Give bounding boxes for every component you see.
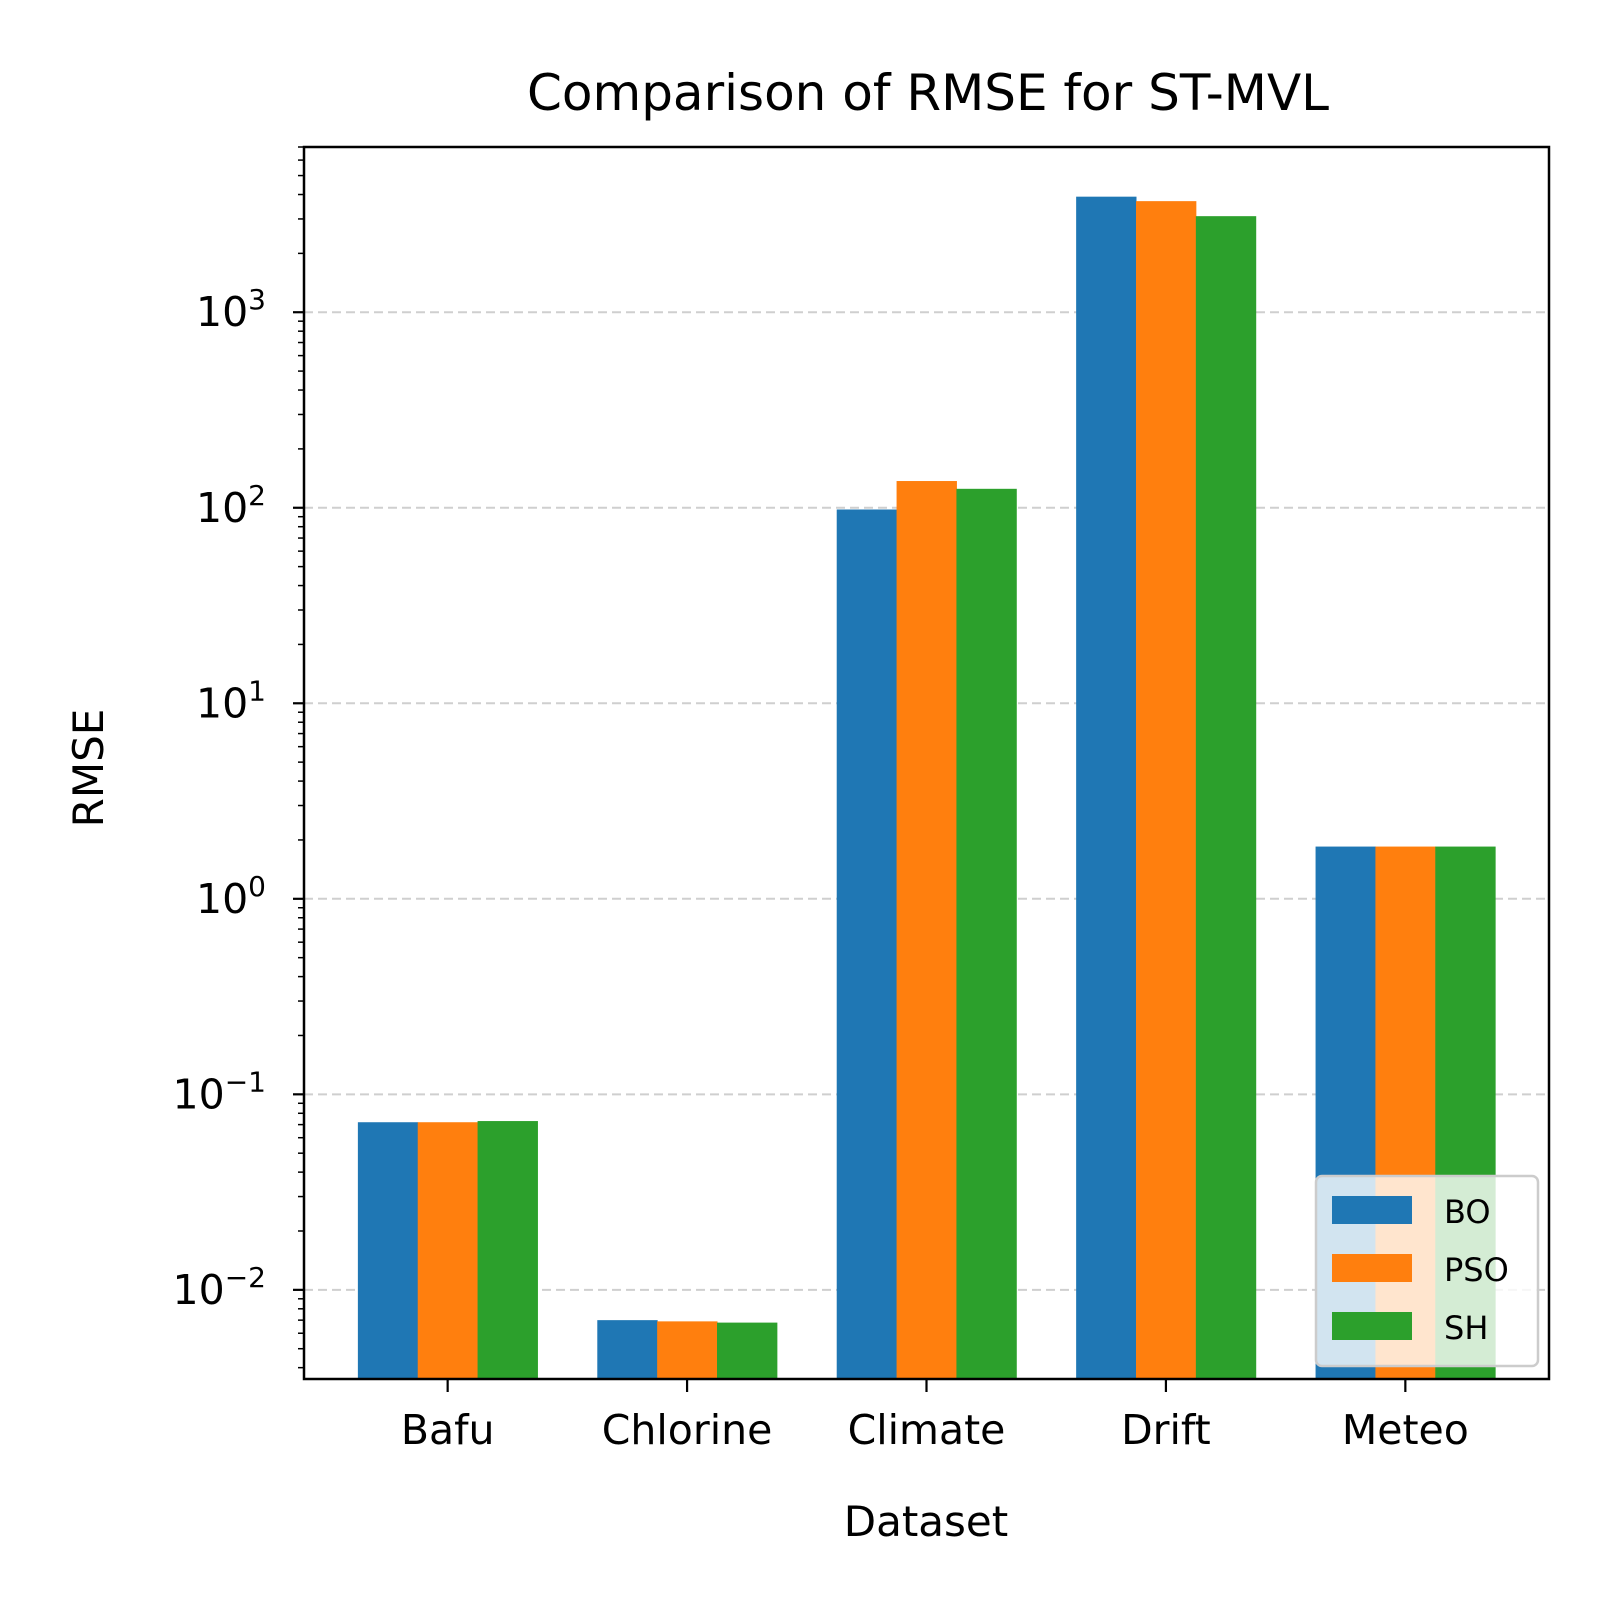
bar-bo-bafu [357, 1122, 419, 1379]
x-tick-label: Bafu [401, 1406, 495, 1454]
y-tick-label: 10−2 [173, 1261, 266, 1314]
y-tick-label: 10−1 [173, 1065, 266, 1118]
y-tick-label: 101 [196, 674, 266, 727]
x-tick-label: Meteo [1342, 1406, 1469, 1454]
y-axis-title: RMSE [64, 709, 113, 828]
legend-label-sh: SH [1444, 1309, 1488, 1347]
bar-pso-drift [1135, 201, 1197, 1379]
bar-pso-bafu [417, 1122, 479, 1379]
bar-sh-drift [1195, 216, 1257, 1379]
x-tick-label: Drift [1121, 1406, 1211, 1454]
x-axis: Bafu Chlorine Climate Drift Meteo [401, 1379, 1469, 1454]
legend-swatch-pso [1332, 1254, 1412, 1282]
y-tick-label: 103 [196, 283, 266, 336]
legend-swatch-sh [1332, 1312, 1412, 1340]
x-tick-label: Chlorine [602, 1406, 773, 1454]
bar-sh-climate [956, 488, 1017, 1379]
legend-swatch-bo [1332, 1196, 1412, 1224]
bar-bo-chlorine [597, 1320, 658, 1379]
bar-bo-climate [836, 509, 898, 1379]
legend: BO PSO SH [1314, 1174, 1540, 1368]
bar-bo-drift [1076, 196, 1137, 1379]
legend-label-bo: BO [1444, 1193, 1491, 1231]
y-tick-label: 102 [196, 479, 266, 532]
bar-sh-bafu [477, 1121, 538, 1379]
bar-pso-climate [896, 481, 957, 1380]
bar-pso-chlorine [657, 1321, 718, 1379]
y-tick-label: 100 [196, 870, 266, 923]
x-axis-title: Dataset [844, 1497, 1008, 1546]
x-tick-label: Climate [848, 1406, 1006, 1454]
legend-label-pso: PSO [1444, 1251, 1509, 1289]
chart-title: Comparison of RMSE for ST-MVL [527, 64, 1329, 122]
bar-sh-chlorine [717, 1322, 778, 1379]
y-axis: 10−2 10−1 100 101 102 103 [173, 146, 304, 1369]
